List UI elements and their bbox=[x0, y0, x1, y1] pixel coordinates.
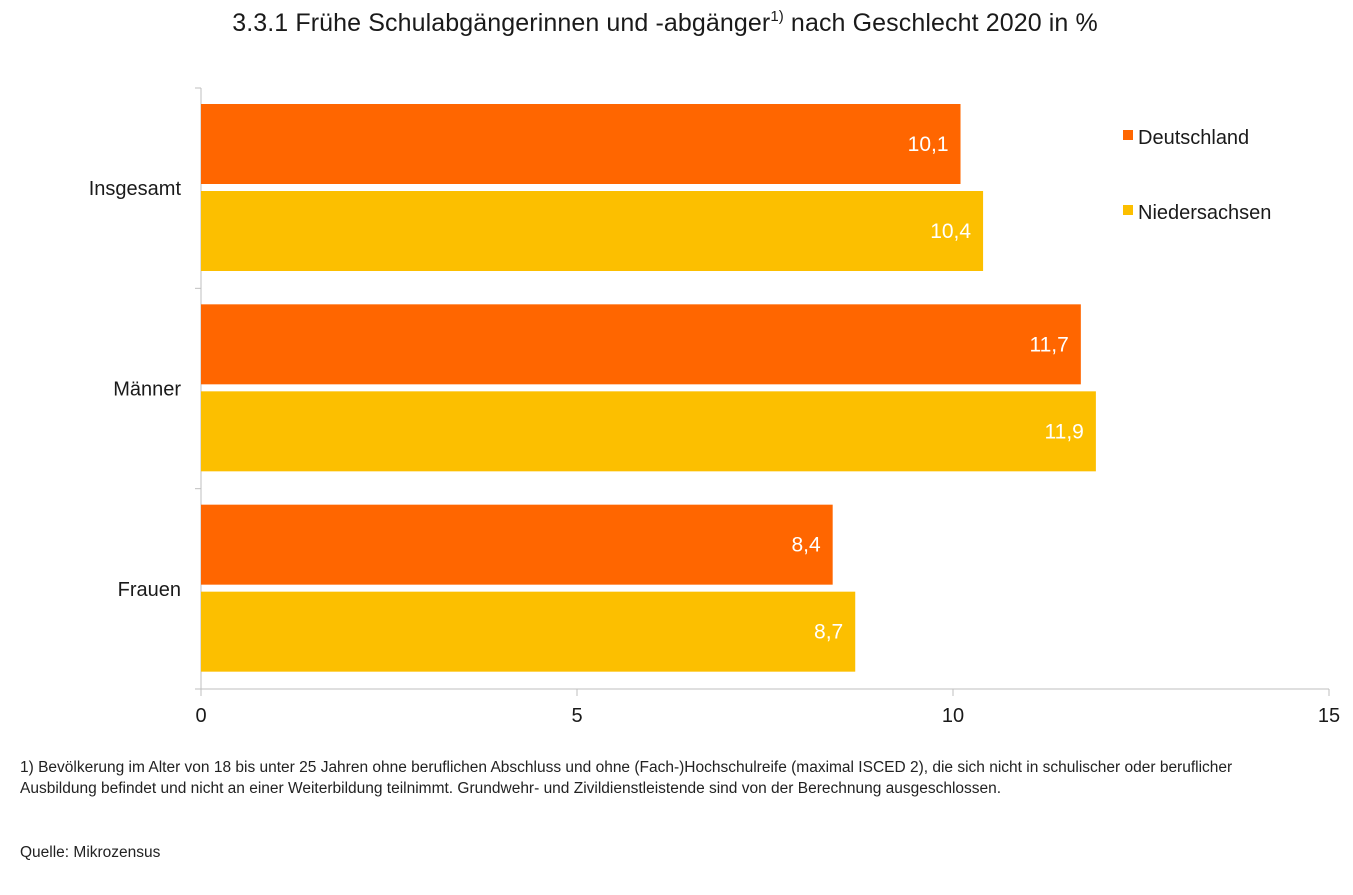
data-label: 10,4 bbox=[930, 220, 971, 243]
category-label: Männer bbox=[113, 379, 181, 401]
legend-swatch-niedersachsen bbox=[1123, 205, 1133, 215]
source-note: Quelle: Mikrozensus bbox=[20, 844, 161, 861]
x-tick-label: 15 bbox=[1318, 705, 1340, 727]
chart-title-footnote-mark: 1) bbox=[770, 8, 784, 25]
bar-niedersachsen bbox=[201, 591, 856, 672]
chart-title-rest: nach Geschlecht 2020 in % bbox=[783, 9, 1098, 37]
data-label: 11,7 bbox=[1030, 333, 1069, 356]
data-label: 10,1 bbox=[908, 133, 949, 156]
x-tick-label: 10 bbox=[942, 705, 964, 727]
bar-chart: 10,1 10,4 Insgesamt 11,7 11,9 Männer 8,4 8,7 Fra… bbox=[89, 87, 1340, 727]
bar-niedersachsen bbox=[201, 391, 1096, 472]
legend-label-deutschland: Deutschland bbox=[1138, 127, 1249, 149]
x-tick-label: 5 bbox=[571, 705, 582, 727]
footnote: 1) Bevölkerung im Alter von 18 bis unter… bbox=[20, 759, 1233, 797]
bar-niedersachsen bbox=[201, 191, 984, 271]
category-label: Insgesamt bbox=[89, 178, 182, 200]
bar-deutschland bbox=[201, 304, 1081, 385]
chart-title-main: 3.3.1 Frühe Schulabgängerinnen und -abgä… bbox=[232, 9, 771, 37]
category-label: Frauen bbox=[118, 579, 181, 601]
chart-title: 3.3.1 Frühe Schulabgängerinnen und -abgä… bbox=[0, 8, 1330, 38]
legend-swatch-deutschland bbox=[1123, 130, 1133, 140]
bar-deutschland bbox=[201, 104, 961, 184]
x-tick-label: 0 bbox=[195, 705, 206, 727]
legend-label-niedersachsen: Niedersachsen bbox=[1138, 202, 1271, 224]
data-label: 8,7 bbox=[814, 621, 843, 644]
data-label: 11,9 bbox=[1045, 420, 1084, 443]
data-label: 8,4 bbox=[791, 534, 821, 557]
bar-deutschland bbox=[201, 504, 833, 585]
